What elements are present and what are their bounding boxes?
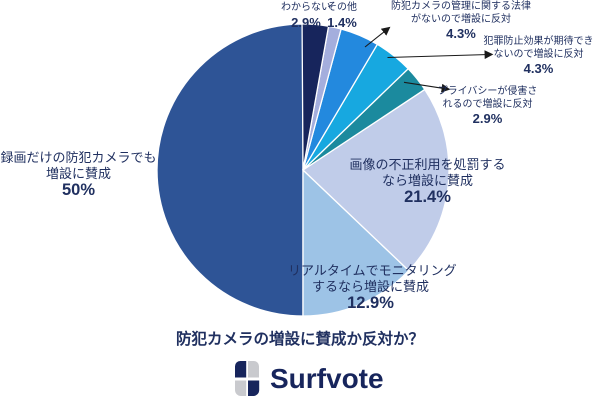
svg-text:Surfvote: Surfvote <box>270 363 384 394</box>
